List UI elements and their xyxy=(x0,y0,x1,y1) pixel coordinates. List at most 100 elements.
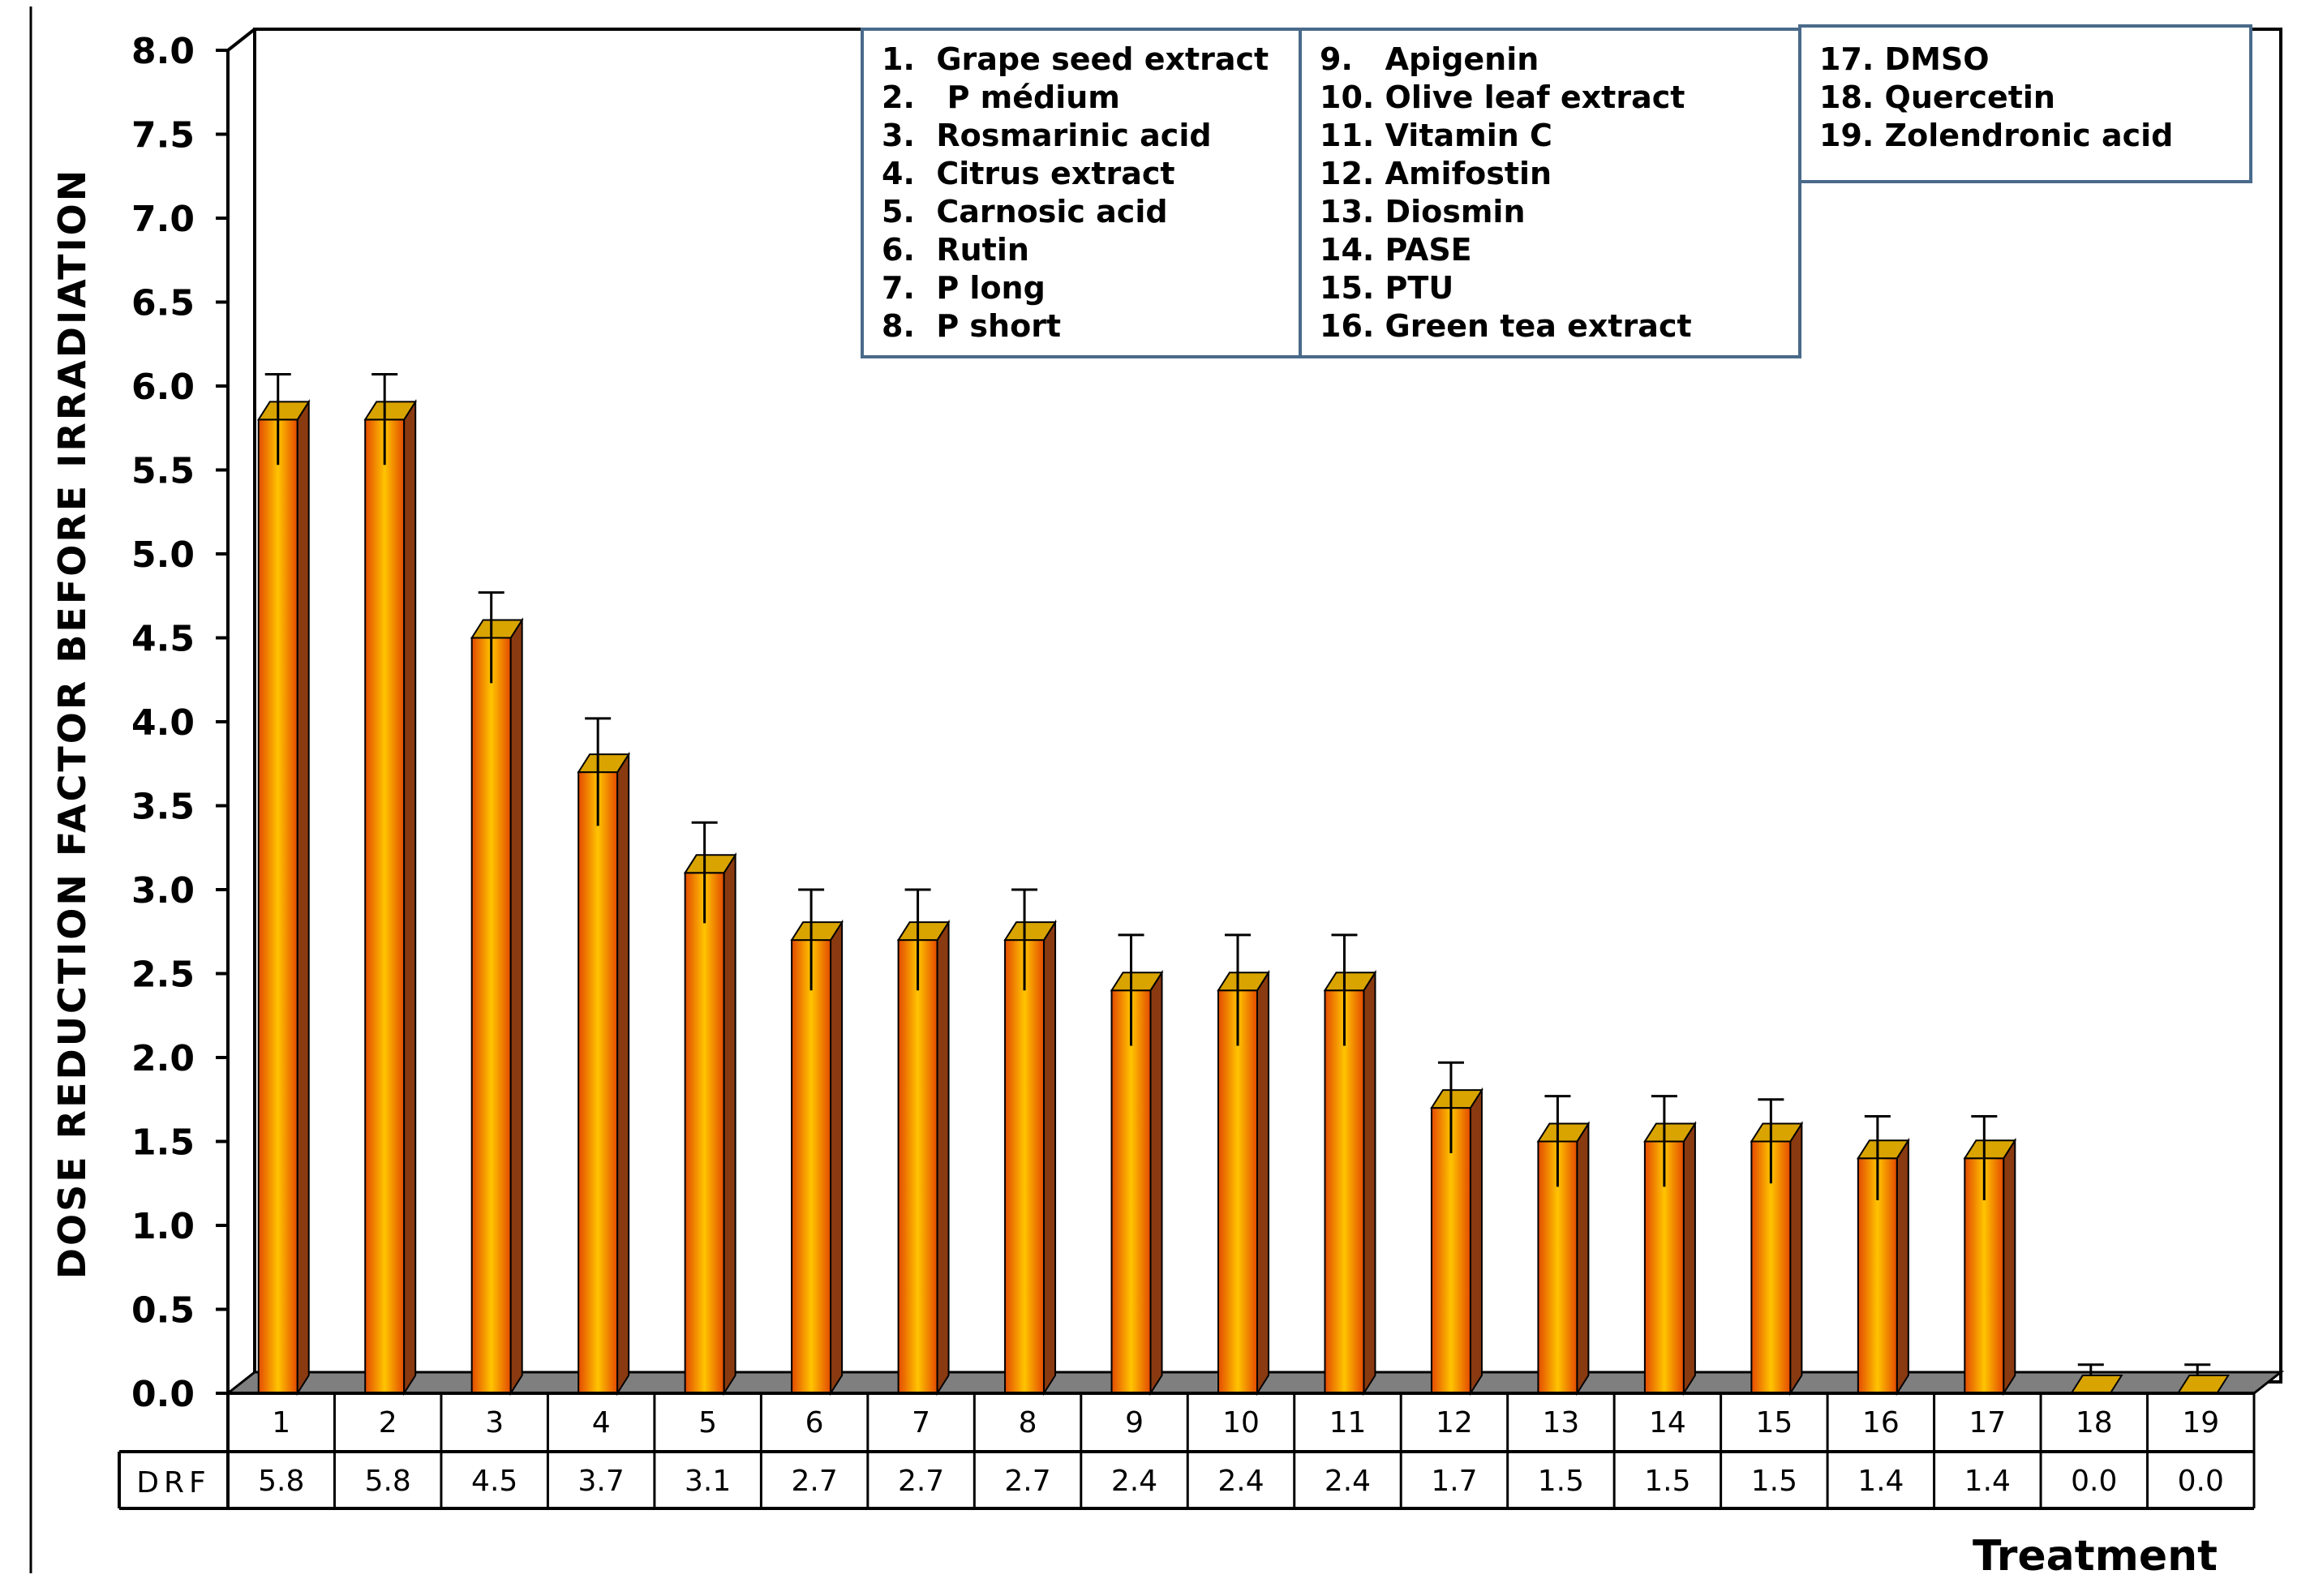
bar-top xyxy=(1110,972,1164,992)
legend-item: 10. Olive leaf extract xyxy=(1320,79,1685,115)
y-tick-label: 2.0 xyxy=(131,1038,195,1079)
error-bar xyxy=(1225,933,1251,1046)
y-tick-label: 7.0 xyxy=(131,199,195,240)
bar-front xyxy=(364,418,406,1394)
bar-side xyxy=(1363,969,1376,1396)
legend-item: 12. Amifostin xyxy=(1320,156,1552,191)
category-label: 19 xyxy=(2182,1406,2219,1439)
category-label: 16 xyxy=(1862,1406,1900,1439)
bar xyxy=(1643,1121,1697,1396)
table-cell: 2.4 xyxy=(1217,1465,1264,1498)
table-cell: 0.0 xyxy=(2071,1465,2117,1498)
bar-top xyxy=(1857,1139,1910,1160)
error-bar xyxy=(1118,933,1144,1046)
bar xyxy=(256,398,311,1396)
legend-box-2 xyxy=(1299,28,1801,358)
category-label: 14 xyxy=(1649,1406,1686,1439)
bar-front xyxy=(257,418,298,1394)
table-cell: 1.4 xyxy=(1857,1465,1904,1498)
bar-front xyxy=(684,872,725,1395)
error-bar xyxy=(1971,1114,1998,1200)
x-axis-label: Treatment xyxy=(1973,1532,2218,1581)
table-cell: 1.5 xyxy=(1751,1465,1797,1498)
table-cell: 1.7 xyxy=(1431,1465,1477,1498)
error-bar xyxy=(1437,1061,1464,1153)
bar-top xyxy=(1750,1122,1804,1143)
bar-top xyxy=(683,854,737,874)
bar xyxy=(1323,969,1377,1396)
legend-item: 5. Carnosic acid xyxy=(882,194,1168,230)
legend-item: 9. Apigenin xyxy=(1320,41,1539,77)
category-label: 10 xyxy=(1222,1406,1260,1439)
error-bar xyxy=(904,888,931,991)
bar-side xyxy=(830,919,844,1396)
y-tick-label: 2.5 xyxy=(131,955,195,996)
y-tick-label: 5.0 xyxy=(131,534,195,576)
category-label: 15 xyxy=(1755,1406,1793,1439)
error-bar xyxy=(1864,1114,1891,1200)
bars-layer xyxy=(256,373,2231,1396)
error-bar xyxy=(371,373,398,466)
legend-item: 13. Diosmin xyxy=(1320,194,1526,230)
bar-front xyxy=(791,939,832,1394)
bar xyxy=(896,919,951,1396)
legend-item: 19. Zolendronic acid xyxy=(1819,118,2173,153)
legend-box-3 xyxy=(1798,24,2252,183)
y-axis-label: DOSE REDUCTION FACTOR BEFORE IRRADIATION xyxy=(50,168,94,1279)
bar xyxy=(1750,1121,1804,1396)
legend-item: 4. Citrus extract xyxy=(882,156,1175,191)
bar-front xyxy=(1217,989,1258,1394)
y-axis-depth-top xyxy=(226,28,256,52)
table-cell: 1.4 xyxy=(1964,1465,2011,1498)
bar-front xyxy=(578,771,619,1394)
category-label: 7 xyxy=(912,1406,930,1439)
legend-item: 7. P long xyxy=(882,270,1046,306)
y-axis-ticks: 0.0 0.5 1.0 1.5 2.0 2.5 3.0 3.5 4.0 4.5 5.0 5.5 6.0 6… xyxy=(131,31,228,1415)
table-row-label: DRF xyxy=(136,1466,210,1499)
bar xyxy=(363,398,418,1396)
category-label: 4 xyxy=(592,1406,611,1439)
bar xyxy=(1217,969,1270,1396)
error-bar xyxy=(1011,888,1038,991)
error-bar xyxy=(2184,1363,2211,1375)
legend-item: 17. DMSO xyxy=(1819,41,1990,77)
bar-top xyxy=(256,401,311,421)
bar-top xyxy=(470,619,524,639)
y-tick-label: 6.0 xyxy=(131,367,195,408)
bar xyxy=(1430,1087,1483,1396)
y-tick-label: 1.5 xyxy=(131,1122,195,1164)
bar-front xyxy=(1004,939,1046,1394)
y-tick-label: 8.0 xyxy=(131,31,195,72)
bar-front xyxy=(897,939,938,1394)
table-cell: 4.5 xyxy=(471,1465,517,1498)
error-bar xyxy=(585,717,612,826)
bar-side xyxy=(936,919,950,1396)
y-tick-label: 4.0 xyxy=(131,702,195,744)
y-tick-label: 5.5 xyxy=(131,451,195,492)
table-cell: 3.7 xyxy=(578,1465,625,1498)
category-label: 13 xyxy=(1543,1406,1580,1439)
bar-front xyxy=(1430,1107,1471,1394)
bar-top xyxy=(790,921,844,942)
bar-top xyxy=(1430,1089,1483,1109)
bar-side xyxy=(1256,969,1269,1396)
bar-side xyxy=(1789,1121,1803,1396)
legend-item: 8. P short xyxy=(882,308,1061,344)
bar xyxy=(1003,919,1057,1396)
data-table: 1 5.8 2 5.8 3 4.5 4 3.7 5 3.1 6 2.7 7 2.7 8 2.7 9 2.4 10 2.… xyxy=(118,1392,2256,1510)
y-tick-label: 3.5 xyxy=(131,787,195,828)
bar-side xyxy=(723,852,736,1396)
table-cell: 1.5 xyxy=(1538,1465,1584,1498)
error-bar xyxy=(2077,1363,2104,1375)
error-bar xyxy=(691,821,718,924)
bar xyxy=(470,617,524,1396)
bar-front xyxy=(470,637,512,1394)
table-cell: 2.7 xyxy=(1004,1465,1050,1498)
error-bar xyxy=(1331,933,1358,1046)
category-label: 6 xyxy=(805,1406,824,1439)
y-tick-label: 0.0 xyxy=(131,1374,195,1415)
y-tick-label: 4.5 xyxy=(131,619,195,660)
bar-side xyxy=(616,751,630,1396)
category-label: 17 xyxy=(1969,1406,2006,1439)
